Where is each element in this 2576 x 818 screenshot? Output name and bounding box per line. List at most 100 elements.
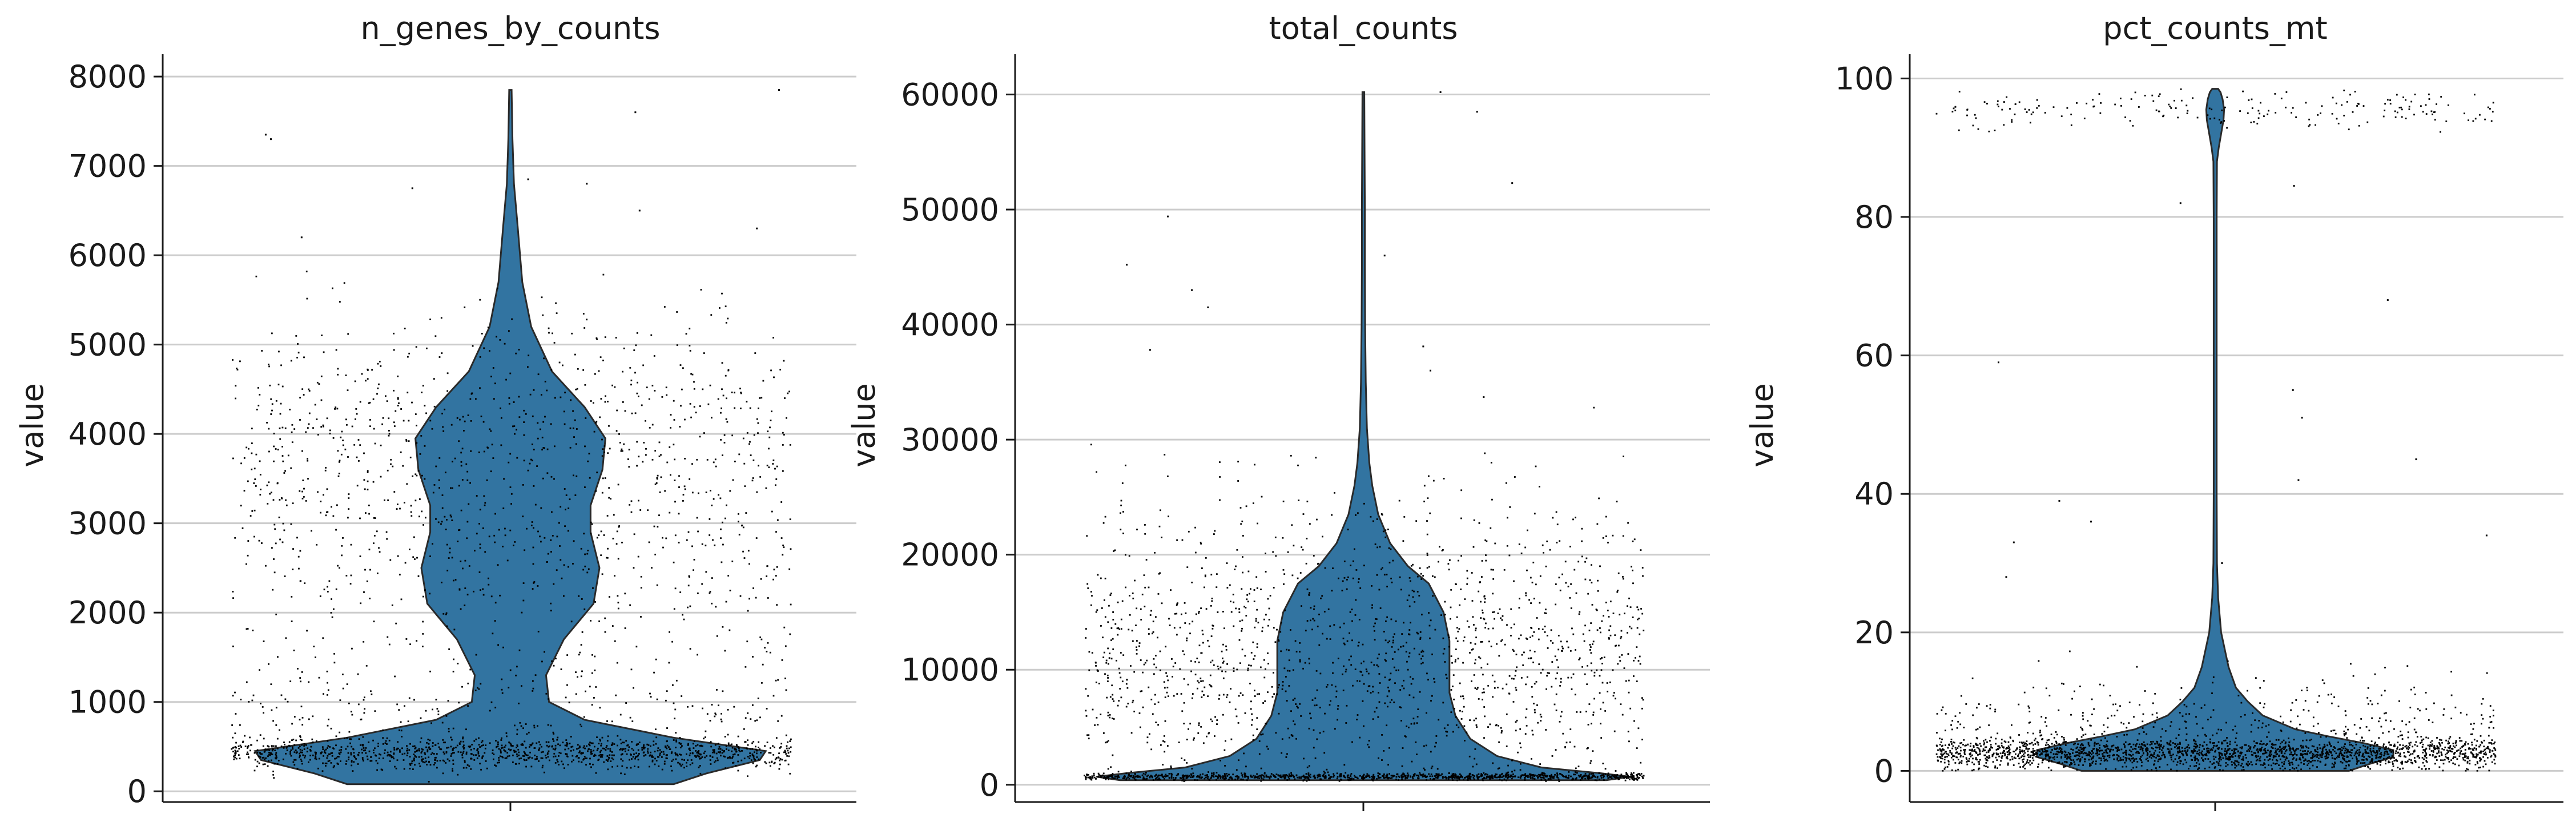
data-point: [1484, 601, 1486, 603]
data-point: [453, 658, 454, 660]
data-point: [1585, 557, 1588, 559]
data-point: [312, 427, 314, 429]
data-point: [1111, 776, 1113, 778]
data-point: [744, 666, 747, 668]
data-point: [606, 557, 607, 559]
data-point: [1514, 776, 1516, 777]
y-tick-label: 0: [127, 773, 147, 809]
data-point: [740, 759, 743, 761]
data-point: [386, 737, 388, 739]
data-point: [479, 299, 481, 301]
data-point: [471, 392, 473, 394]
data-point: [247, 628, 249, 630]
data-point: [285, 504, 288, 506]
data-point: [749, 752, 751, 754]
data-point: [236, 750, 239, 752]
data-point: [611, 751, 613, 753]
data-point: [1349, 777, 1351, 780]
data-point: [760, 578, 762, 580]
data-point: [1105, 659, 1108, 662]
data-point: [460, 751, 462, 753]
data-point: [1185, 612, 1187, 614]
data-point: [696, 752, 698, 753]
data-point: [532, 563, 534, 565]
data-point: [380, 476, 382, 478]
data-point: [466, 537, 468, 539]
data-point: [1245, 505, 1247, 507]
data-point: [1095, 611, 1097, 613]
data-point: [412, 475, 414, 477]
data-point: [771, 760, 773, 763]
data-point: [283, 747, 285, 749]
data-point: [674, 501, 676, 503]
data-point: [1620, 636, 1623, 638]
data-point: [1590, 652, 1592, 654]
data-point: [1125, 683, 1128, 685]
data-point: [1233, 601, 1235, 603]
data-point: [374, 710, 376, 712]
data-point: [1581, 540, 1583, 542]
data-point: [534, 503, 537, 506]
data-point: [1389, 678, 1391, 680]
data-point: [1455, 659, 1456, 661]
data-point: [699, 753, 701, 755]
data-point: [1412, 563, 1414, 566]
data-point: [1482, 775, 1483, 777]
data-point: [547, 752, 549, 754]
data-point: [756, 764, 758, 767]
data-point: [1266, 746, 1268, 748]
data-point: [752, 587, 754, 589]
data-point: [734, 392, 735, 394]
data-point: [1478, 776, 1480, 779]
data-point: [1300, 777, 1302, 779]
data-point: [1200, 777, 1202, 779]
data-point: [1384, 536, 1387, 538]
data-point: [698, 766, 700, 768]
data-point: [1204, 686, 1206, 688]
data-point: [1208, 779, 1210, 780]
data-point: [1370, 692, 1372, 694]
data-point: [687, 606, 689, 609]
data-point: [1295, 703, 1297, 705]
data-point: [772, 337, 774, 339]
data-point: [1265, 776, 1267, 778]
data-point: [546, 561, 548, 563]
data-point: [603, 445, 606, 447]
data-point: [1515, 670, 1517, 672]
data-point: [245, 563, 247, 565]
data-point: [643, 744, 645, 746]
data-point: [1632, 540, 1634, 542]
data-point: [1540, 773, 1542, 776]
data-point: [380, 365, 382, 367]
data-point: [254, 478, 256, 480]
data-point: [418, 748, 420, 750]
data-point: [373, 535, 376, 537]
data-point: [320, 426, 323, 428]
data-point: [259, 494, 261, 496]
data-point: [766, 742, 768, 743]
data-point: [1198, 722, 1200, 724]
data-point: [1419, 631, 1422, 633]
data-point: [1288, 777, 1290, 780]
data-point: [687, 585, 690, 587]
data-point: [407, 356, 409, 358]
data-point: [458, 588, 461, 590]
data-point: [508, 755, 510, 757]
data-point: [1564, 747, 1566, 748]
data-point: [271, 403, 273, 405]
data-point: [1389, 702, 1391, 703]
data-point: [1422, 655, 1424, 657]
data-point: [1259, 666, 1262, 668]
data-point: [1438, 776, 1440, 777]
data-point: [296, 357, 298, 358]
data-point: [378, 547, 380, 549]
data-point: [1267, 652, 1269, 654]
data-point: [641, 404, 643, 406]
data-point: [1499, 779, 1501, 780]
data-point: [355, 418, 356, 420]
data-point: [1237, 778, 1239, 780]
data-point: [1181, 780, 1184, 781]
data-point: [242, 527, 244, 529]
data-point: [365, 512, 367, 514]
data-point: [1576, 711, 1578, 713]
